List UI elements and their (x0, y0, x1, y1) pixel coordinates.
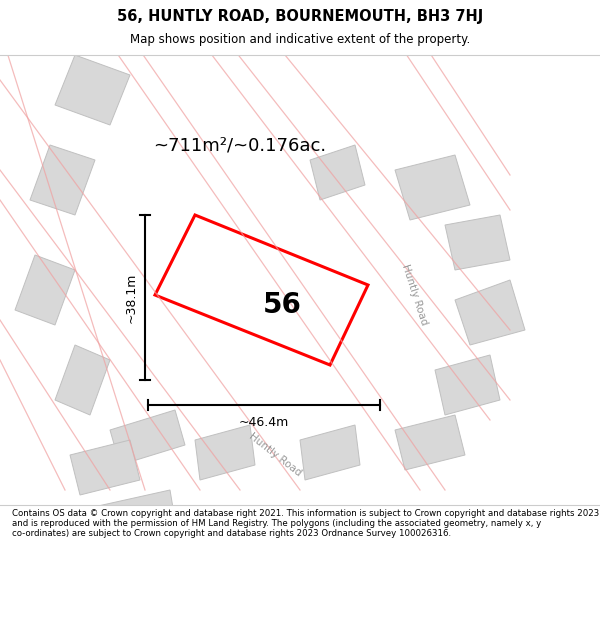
Text: ~46.4m: ~46.4m (239, 416, 289, 429)
Polygon shape (55, 345, 110, 415)
Text: ~711m²/~0.176ac.: ~711m²/~0.176ac. (154, 136, 326, 154)
Polygon shape (110, 410, 185, 465)
Polygon shape (310, 145, 365, 200)
Polygon shape (300, 425, 360, 480)
Text: Map shows position and indicative extent of the property.: Map shows position and indicative extent… (130, 33, 470, 46)
Polygon shape (55, 55, 130, 125)
Polygon shape (445, 215, 510, 270)
Text: ~38.1m: ~38.1m (125, 272, 137, 322)
Polygon shape (395, 155, 470, 220)
Polygon shape (70, 440, 140, 495)
Text: 56, HUNTLY ROAD, BOURNEMOUTH, BH3 7HJ: 56, HUNTLY ROAD, BOURNEMOUTH, BH3 7HJ (117, 9, 483, 24)
Text: Huntly Road: Huntly Road (247, 431, 303, 479)
Polygon shape (395, 415, 465, 470)
Polygon shape (15, 255, 75, 325)
Polygon shape (80, 490, 175, 540)
Polygon shape (435, 355, 500, 415)
Text: Contains OS data © Crown copyright and database right 2021. This information is : Contains OS data © Crown copyright and d… (12, 509, 599, 538)
Polygon shape (195, 425, 255, 480)
Polygon shape (455, 280, 525, 345)
Text: 56: 56 (263, 291, 301, 319)
Text: Huntly Road: Huntly Road (400, 263, 430, 327)
Polygon shape (30, 145, 95, 215)
